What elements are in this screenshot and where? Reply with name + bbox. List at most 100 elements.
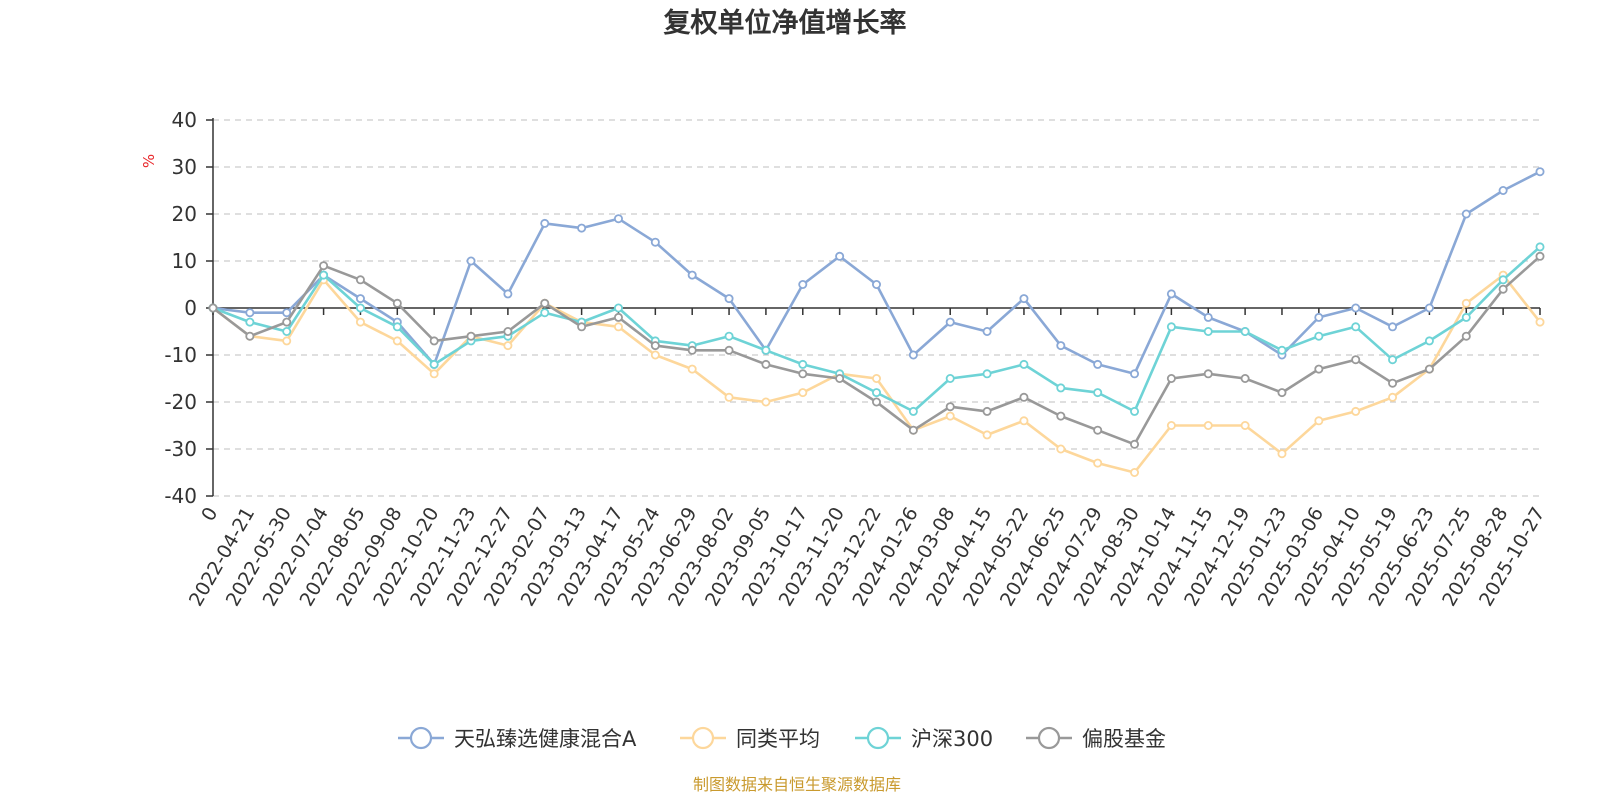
- data-point[interactable]: [1019, 392, 1029, 402]
- data-point[interactable]: [208, 303, 218, 313]
- data-point[interactable]: [1424, 303, 1434, 313]
- data-point[interactable]: [319, 270, 329, 280]
- legend[interactable]: 天弘臻选健康混合A 同类平均 沪深300 偏股基金: [398, 726, 1166, 751]
- data-point[interactable]: [1130, 439, 1140, 449]
- data-point[interactable]: [982, 406, 992, 416]
- data-point[interactable]: [872, 373, 882, 383]
- data-point[interactable]: [1388, 392, 1398, 402]
- data-point[interactable]: [908, 425, 918, 435]
- legend-item[interactable]: 天弘臻选健康混合A: [398, 726, 637, 751]
- data-point[interactable]: [1388, 378, 1398, 388]
- data-point[interactable]: [613, 303, 623, 313]
- data-point[interactable]: [1277, 345, 1287, 355]
- data-point[interactable]: [1424, 336, 1434, 346]
- data-point[interactable]: [1166, 289, 1176, 299]
- data-point[interactable]: [282, 308, 292, 318]
- data-point[interactable]: [687, 345, 697, 355]
- data-point[interactable]: [1388, 322, 1398, 332]
- data-point[interactable]: [429, 369, 439, 379]
- data-point[interactable]: [1461, 312, 1471, 322]
- data-point[interactable]: [392, 322, 402, 332]
- data-point[interactable]: [1498, 284, 1508, 294]
- data-point[interactable]: [282, 336, 292, 346]
- data-point[interactable]: [872, 279, 882, 289]
- data-point[interactable]: [1093, 425, 1103, 435]
- data-point[interactable]: [613, 214, 623, 224]
- data-point[interactable]: [355, 317, 365, 327]
- data-point[interactable]: [1424, 364, 1434, 374]
- data-point[interactable]: [835, 251, 845, 261]
- data-point[interactable]: [872, 388, 882, 398]
- legend-item[interactable]: 同类平均: [680, 726, 820, 751]
- data-point[interactable]: [540, 308, 550, 318]
- data-point[interactable]: [835, 373, 845, 383]
- data-point[interactable]: [982, 369, 992, 379]
- data-point[interactable]: [540, 218, 550, 228]
- data-point[interactable]: [761, 359, 771, 369]
- data-point[interactable]: [577, 223, 587, 233]
- data-point[interactable]: [245, 331, 255, 341]
- data-point[interactable]: [1314, 331, 1324, 341]
- legend-item[interactable]: 沪深300: [855, 726, 993, 751]
- data-point[interactable]: [908, 350, 918, 360]
- data-point[interactable]: [724, 392, 734, 402]
- data-point[interactable]: [503, 326, 513, 336]
- data-point[interactable]: [613, 312, 623, 322]
- legend-item[interactable]: 偏股基金: [1026, 726, 1166, 751]
- data-point[interactable]: [1461, 331, 1471, 341]
- data-point[interactable]: [982, 430, 992, 440]
- data-point[interactable]: [982, 326, 992, 336]
- data-point[interactable]: [1535, 167, 1545, 177]
- data-point[interactable]: [1019, 294, 1029, 304]
- data-point[interactable]: [1093, 458, 1103, 468]
- data-point[interactable]: [1498, 275, 1508, 285]
- data-point[interactable]: [724, 331, 734, 341]
- data-point[interactable]: [392, 298, 402, 308]
- series-line[interactable]: [211, 245, 1542, 413]
- data-point[interactable]: [1130, 467, 1140, 477]
- data-point[interactable]: [1203, 420, 1213, 430]
- data-point[interactable]: [1535, 251, 1545, 261]
- data-point[interactable]: [945, 411, 955, 421]
- data-point[interactable]: [245, 317, 255, 327]
- data-point[interactable]: [1056, 341, 1066, 351]
- data-point[interactable]: [1056, 383, 1066, 393]
- data-point[interactable]: [429, 336, 439, 346]
- data-point[interactable]: [1314, 364, 1324, 374]
- data-point[interactable]: [945, 317, 955, 327]
- data-point[interactable]: [945, 373, 955, 383]
- data-point[interactable]: [650, 341, 660, 351]
- data-point[interactable]: [872, 397, 882, 407]
- data-point[interactable]: [355, 275, 365, 285]
- data-point[interactable]: [798, 279, 808, 289]
- data-point[interactable]: [503, 341, 513, 351]
- data-point[interactable]: [1203, 369, 1213, 379]
- data-point[interactable]: [1166, 373, 1176, 383]
- data-point[interactable]: [1093, 388, 1103, 398]
- data-point[interactable]: [1314, 416, 1324, 426]
- data-point[interactable]: [1240, 326, 1250, 336]
- data-point[interactable]: [1535, 242, 1545, 252]
- data-point[interactable]: [1093, 359, 1103, 369]
- data-point[interactable]: [245, 308, 255, 318]
- data-point[interactable]: [466, 256, 476, 266]
- data-point[interactable]: [282, 317, 292, 327]
- data-point[interactable]: [319, 261, 329, 271]
- data-point[interactable]: [1351, 322, 1361, 332]
- data-point[interactable]: [1166, 322, 1176, 332]
- data-point[interactable]: [1240, 420, 1250, 430]
- data-point[interactable]: [282, 326, 292, 336]
- series-line[interactable]: [211, 273, 1542, 474]
- data-point[interactable]: [613, 322, 623, 332]
- data-point[interactable]: [798, 388, 808, 398]
- data-point[interactable]: [1240, 373, 1250, 383]
- data-point[interactable]: [1130, 406, 1140, 416]
- data-point[interactable]: [1461, 298, 1471, 308]
- data-point[interactable]: [1351, 355, 1361, 365]
- data-point[interactable]: [1203, 312, 1213, 322]
- data-point[interactable]: [798, 369, 808, 379]
- data-point[interactable]: [1535, 317, 1545, 327]
- data-point[interactable]: [466, 331, 476, 341]
- data-point[interactable]: [1388, 355, 1398, 365]
- data-point[interactable]: [650, 237, 660, 247]
